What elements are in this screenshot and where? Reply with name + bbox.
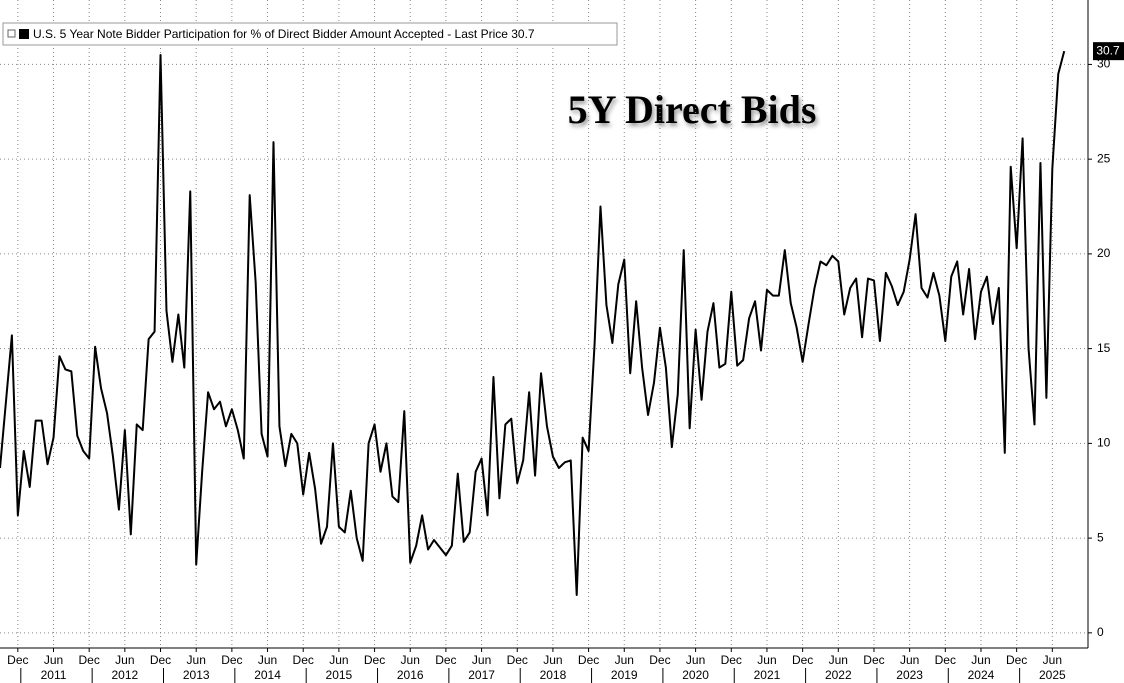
x-tick-label: Jun — [971, 653, 990, 667]
x-tick-label: Jun — [401, 653, 420, 667]
year-label: 2022 — [825, 668, 852, 682]
line-series — [0, 50, 1066, 596]
x-tick-label: Dec — [293, 653, 314, 667]
x-tick-label: Jun — [686, 653, 705, 667]
year-label: 2020 — [682, 668, 709, 682]
last-price-tag — [1093, 42, 1124, 61]
annotation: 5Y Direct Bids — [568, 87, 817, 132]
x-tick-label: Jun — [187, 653, 206, 667]
x-tick-label: Jun — [1043, 653, 1062, 667]
x-tick-label: Jun — [44, 653, 63, 667]
x-tick-label: Jun — [472, 653, 491, 667]
y-tick-label: 10 — [1097, 436, 1111, 450]
legend-box — [2, 22, 618, 46]
year-label: 2018 — [540, 668, 567, 682]
x-tick-label: Dec — [935, 653, 956, 667]
last-price-label: 30.7 — [1096, 43, 1120, 57]
year-label: 2021 — [754, 668, 781, 682]
y-tick-label: 0 — [1097, 625, 1104, 639]
year-label: 2019 — [611, 668, 638, 682]
x-tick-label: Dec — [79, 653, 100, 667]
x-tick-label: Dec — [863, 653, 884, 667]
y-tick-label: 15 — [1097, 341, 1111, 355]
x-tick-label: Dec — [792, 653, 813, 667]
year-label: 2017 — [468, 668, 495, 682]
year-label: 2011 — [41, 668, 67, 682]
year-label: 2014 — [254, 668, 281, 682]
legend-label: U.S. 5 Year Note Bidder Participation fo… — [33, 27, 535, 41]
x-tick-label: Dec — [221, 653, 242, 667]
year-label: 2023 — [896, 668, 923, 682]
x-tick-label: Dec — [1006, 653, 1027, 667]
x-tick-label: Dec — [649, 653, 670, 667]
y-tick-label: 20 — [1097, 246, 1111, 260]
y-tick-label: 5 — [1097, 530, 1104, 544]
x-tick-label: Jun — [900, 653, 919, 667]
x-tick-label: Dec — [7, 653, 28, 667]
x-tick-label: Jun — [258, 653, 277, 667]
x-tick-label: Jun — [757, 653, 776, 667]
x-tick-label: Dec — [721, 653, 742, 667]
x-tick-label: Jun — [543, 653, 562, 667]
x-tick-label: Jun — [115, 653, 134, 667]
x-tick-label: Dec — [435, 653, 456, 667]
year-label: 2015 — [326, 668, 353, 682]
year-label: 2024 — [968, 668, 995, 682]
x-tick-label: Dec — [507, 653, 528, 667]
year-label: 2025 — [1039, 668, 1066, 682]
x-tick-label: Jun — [615, 653, 634, 667]
x-tick-label: Dec — [150, 653, 171, 667]
y-tick-label: 25 — [1097, 151, 1111, 165]
legend-toggle — [7, 29, 16, 38]
x-tick-label: Dec — [578, 653, 599, 667]
year-label: 2016 — [397, 668, 424, 682]
x-tick-label: Jun — [329, 653, 348, 667]
year-label: 2013 — [183, 668, 210, 682]
x-tick-label: Dec — [364, 653, 385, 667]
year-label: 2012 — [112, 668, 139, 682]
x-tick-label: Jun — [829, 653, 848, 667]
legend-swatch — [19, 29, 29, 39]
